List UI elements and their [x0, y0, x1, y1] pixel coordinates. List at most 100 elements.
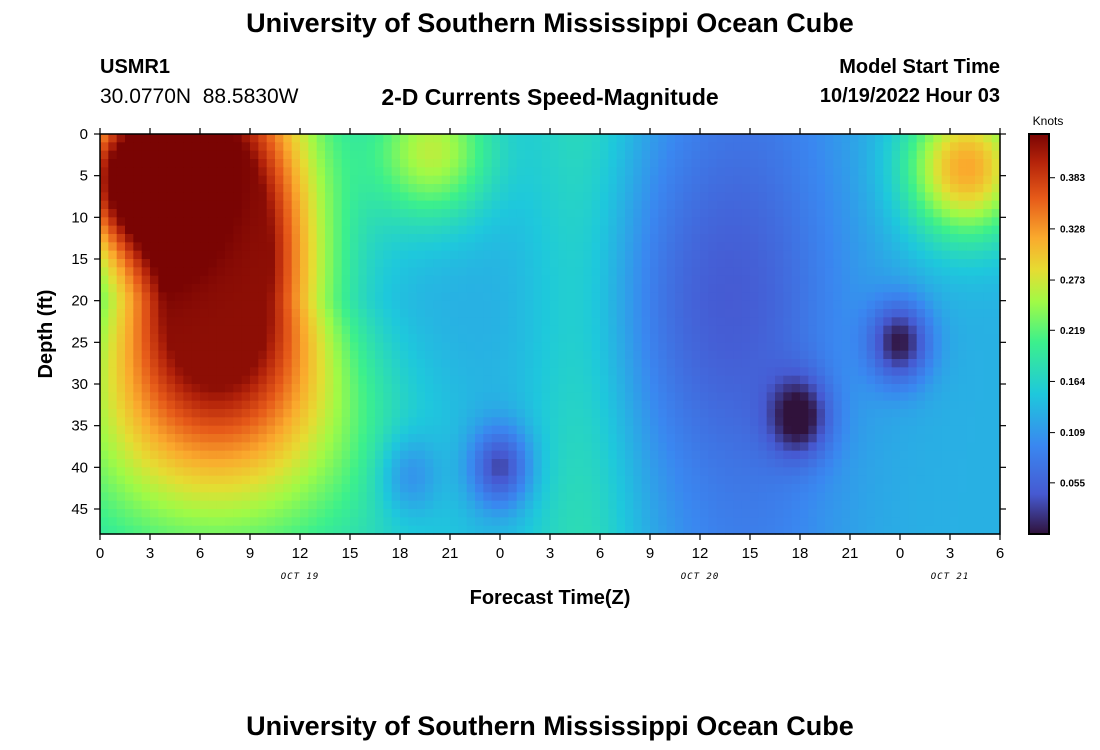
heatmap-cell: [866, 334, 876, 343]
heatmap-cell: [991, 317, 1001, 327]
heatmap-cell: [483, 317, 493, 327]
heatmap-cell: [816, 342, 826, 352]
heatmap-cell: [158, 450, 168, 460]
heatmap-cell: [583, 409, 593, 418]
heatmap-cell: [191, 175, 201, 185]
heatmap-cell: [233, 342, 243, 352]
heatmap-cell: [983, 167, 993, 177]
heatmap-cell: [516, 334, 526, 343]
heatmap-cell: [450, 442, 459, 452]
heatmap-cell: [758, 217, 768, 227]
heatmap-cell: [216, 142, 226, 152]
heatmap-cell: [183, 300, 193, 310]
heatmap-cell: [883, 500, 893, 510]
heatmap-cell: [450, 384, 459, 393]
heatmap-cells: [100, 134, 1001, 535]
heatmap-cell: [608, 300, 618, 310]
heatmap-cell: [666, 342, 676, 352]
heatmap-cell: [100, 234, 109, 243]
heatmap-cell: [491, 192, 501, 202]
heatmap-cell: [433, 217, 443, 227]
heatmap-cell: [116, 417, 126, 427]
heatmap-cell: [250, 209, 259, 218]
heatmap-cell: [141, 325, 151, 335]
heatmap-cell: [233, 175, 243, 185]
heatmap-cell: [433, 350, 443, 360]
heatmap-cell: [658, 142, 668, 152]
heatmap-cell: [100, 225, 109, 235]
heatmap-cell: [633, 250, 643, 260]
heatmap-cell: [825, 142, 834, 152]
heatmap-cell: [466, 275, 476, 285]
heatmap-cell: [133, 350, 143, 360]
heatmap-cell: [225, 409, 234, 418]
heatmap-cell: [100, 142, 109, 152]
heatmap-cell: [125, 200, 134, 210]
heatmap-cell: [216, 267, 226, 277]
heatmap-cell: [508, 375, 518, 385]
heatmap-cell: [700, 325, 709, 335]
heatmap-cell: [100, 392, 109, 402]
heatmap-cell: [100, 384, 109, 393]
heatmap-cell: [633, 200, 643, 210]
heatmap-cell: [783, 309, 793, 318]
heatmap-cell: [533, 400, 543, 410]
heatmap-cell: [825, 425, 834, 435]
heatmap-cell: [425, 234, 434, 243]
heatmap-cell: [241, 192, 251, 202]
heatmap-cell: [841, 350, 851, 360]
heatmap-cell: [691, 425, 701, 435]
heatmap-cell: [800, 384, 809, 393]
heatmap-cell: [133, 142, 143, 152]
heatmap-cell: [983, 450, 993, 460]
heatmap-cell: [916, 317, 926, 327]
heatmap-cell: [233, 192, 243, 202]
heatmap-cell: [516, 467, 526, 477]
heatmap-cell: [208, 359, 218, 368]
heatmap-cell: [150, 209, 159, 218]
heatmap-cell: [641, 409, 651, 418]
heatmap-cell: [916, 409, 926, 418]
heatmap-cell: [283, 184, 293, 193]
heatmap-cell: [875, 300, 884, 310]
heatmap-cell: [616, 209, 626, 218]
heatmap-cell: [741, 350, 751, 360]
heatmap-cell: [408, 450, 418, 460]
heatmap-cell: [800, 392, 809, 402]
heatmap-cell: [333, 509, 343, 518]
heatmap-cell: [291, 284, 301, 293]
heatmap-cell: [116, 334, 126, 343]
heatmap-cell: [333, 442, 343, 452]
heatmap-cell: [775, 209, 784, 218]
heatmap-cell: [325, 342, 334, 352]
heatmap-cell: [641, 300, 651, 310]
heatmap-cell: [550, 292, 559, 302]
heatmap-cell: [358, 309, 368, 318]
heatmap-cell: [266, 225, 276, 235]
heatmap-cell: [366, 300, 376, 310]
heatmap-cell: [675, 275, 684, 285]
heatmap-cell: [683, 500, 693, 510]
heatmap-cell: [533, 317, 543, 327]
heatmap-cell: [841, 400, 851, 410]
heatmap-cell: [425, 467, 434, 477]
heatmap-cell: [258, 225, 268, 235]
heatmap-cell: [391, 350, 401, 360]
heatmap-cell: [591, 425, 601, 435]
heatmap-cell: [491, 267, 501, 277]
heatmap-cell: [425, 442, 434, 452]
heatmap-cell: [266, 342, 276, 352]
heatmap-cell: [166, 134, 176, 143]
heatmap-cell: [633, 334, 643, 343]
heatmap-cell: [441, 375, 451, 385]
heatmap-cell: [550, 359, 559, 368]
heatmap-cell: [741, 459, 751, 468]
heatmap-cell: [141, 192, 151, 202]
heatmap-cell: [891, 367, 901, 377]
heatmap-cell: [166, 267, 176, 277]
heatmap-cell: [541, 150, 551, 160]
heatmap-cell: [666, 375, 676, 385]
heatmap-cell: [333, 275, 343, 285]
heatmap-cell: [941, 167, 951, 177]
heatmap-cell: [941, 217, 951, 227]
